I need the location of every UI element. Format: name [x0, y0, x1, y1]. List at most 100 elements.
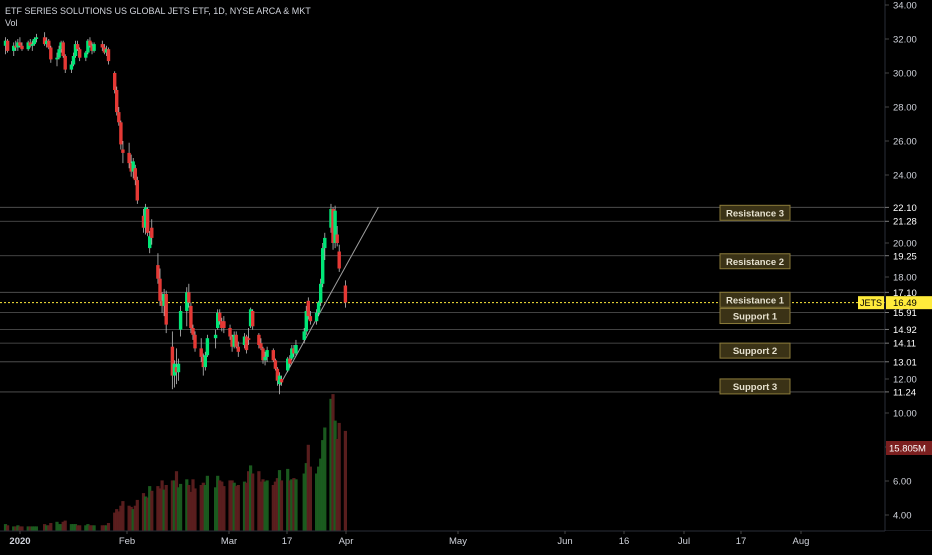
symbol-title: ETF SERIES SOLUTIONS US GLOBAL JETS ETF,…: [5, 6, 311, 16]
level-tag[interactable]: Support 3: [719, 378, 791, 395]
volume-bar: [141, 493, 146, 531]
candle-body: [191, 328, 195, 335]
level-tag-label: Support 2: [733, 346, 777, 357]
time-tick-label: Feb: [119, 536, 135, 547]
volume-bar: [205, 475, 209, 531]
symbol-tag-bg: [858, 296, 884, 310]
volume-bar: [315, 473, 319, 531]
time-axis-background: [0, 531, 932, 550]
candle-body: [205, 338, 210, 356]
candle-body: [335, 234, 339, 243]
candle-body: [162, 294, 166, 306]
candle-body: [86, 40, 90, 53]
candle-body: [213, 334, 218, 339]
level-tag-box: [719, 308, 791, 325]
trendline: [279, 207, 379, 387]
volume-bar: [321, 440, 325, 531]
volume-bar: [230, 480, 234, 531]
volume-bar: [337, 422, 341, 531]
candle-body: [42, 37, 47, 45]
volume-bar: [12, 526, 16, 531]
time-axis[interactable]: 2020 Feb Mar 17 Apr May Jun 16 Jul 17 Aug: [0, 530, 932, 550]
level-value-bg: [886, 201, 932, 214]
candle-body: [160, 300, 164, 306]
candle-body: [248, 309, 253, 327]
volume-bar: [319, 458, 323, 532]
candle-body: [156, 265, 160, 279]
level-tag[interactable]: Resistance 1: [719, 291, 791, 308]
level-tag[interactable]: Resistance 3: [719, 204, 791, 221]
volume-bar: [323, 427, 327, 531]
volume-bar: [133, 505, 137, 531]
volume-bar: [30, 526, 34, 531]
candle-body: [230, 336, 234, 347]
candle-body: [251, 311, 255, 327]
level-value-label: 14.11: [893, 339, 916, 350]
volume-bar: [135, 499, 139, 531]
level-tag-label: Resistance 3: [726, 208, 784, 219]
volume-bar: [306, 444, 310, 532]
level-tag[interactable]: Support 1: [719, 308, 791, 325]
level-value-bg: [886, 355, 932, 368]
volume-bar: [228, 480, 232, 531]
level-tag[interactable]: Support 2: [719, 342, 791, 359]
trendline-line: [279, 207, 379, 387]
volume-bar: [279, 480, 284, 531]
volume-bar: [234, 486, 238, 531]
volume-bar: [73, 524, 78, 531]
candle-body: [275, 368, 280, 381]
volume-bar: [292, 478, 296, 531]
volume-bar: [261, 479, 265, 532]
candle-body: [319, 283, 323, 303]
candle-body: [28, 42, 32, 46]
candle-body: [106, 49, 111, 62]
volume-bar: [129, 506, 133, 532]
volume-bar: [329, 398, 333, 532]
volume-bar: [191, 479, 195, 532]
level-value-label: 17.10: [893, 288, 917, 299]
candle-body: [263, 356, 267, 361]
candle-body: [131, 161, 135, 172]
level-tag[interactable]: Resistance 2: [719, 253, 791, 270]
candle-body: [203, 355, 207, 368]
candle-body: [174, 367, 179, 373]
candle-body: [321, 248, 325, 284]
volume-bar: [343, 430, 347, 531]
candle-body: [55, 57, 59, 60]
volume-bar: [193, 488, 197, 531]
price-tick-label: 12.00: [893, 375, 917, 386]
current-price-label: 16.49: [893, 298, 917, 309]
volume-bar: [162, 489, 166, 531]
volume-bar: [275, 478, 279, 531]
current-price-label-bg: [886, 296, 932, 310]
volume-bar: [290, 479, 294, 532]
level-value-bg: [886, 215, 932, 228]
candle-body: [170, 346, 175, 376]
level-value-label: 22.10: [893, 203, 917, 214]
candle-body: [343, 285, 348, 303]
volume-bar: [100, 525, 104, 532]
volume-value-bg: [886, 441, 932, 455]
volume-bar: [259, 481, 263, 531]
candle-body: [63, 56, 67, 70]
candle-body: [176, 363, 181, 373]
candle-body: [119, 122, 123, 145]
volume-bar: [232, 482, 236, 531]
candle-body: [145, 209, 150, 233]
volume-bar: [86, 524, 90, 531]
candle-body: [220, 321, 224, 328]
volume-bar: [242, 481, 247, 531]
price-axis[interactable]: 34.00 32.00 30.00 28.00 26.00 24.00 20.00 18.00…: [858, 0, 932, 531]
price-tick-label: 20.00: [893, 239, 917, 250]
candle-body: [337, 251, 341, 269]
volume-bar: [172, 480, 176, 531]
candle-body: [306, 300, 310, 317]
volume-bar: [271, 485, 275, 531]
candle-body: [228, 328, 232, 337]
level-tags[interactable]: Resistance 3 Resistance 2 Resistance 1 Supp…: [719, 204, 791, 395]
candle-body: [286, 358, 290, 371]
candle-body: [18, 42, 22, 46]
candle-body: [246, 338, 251, 340]
candle-body: [115, 90, 119, 113]
